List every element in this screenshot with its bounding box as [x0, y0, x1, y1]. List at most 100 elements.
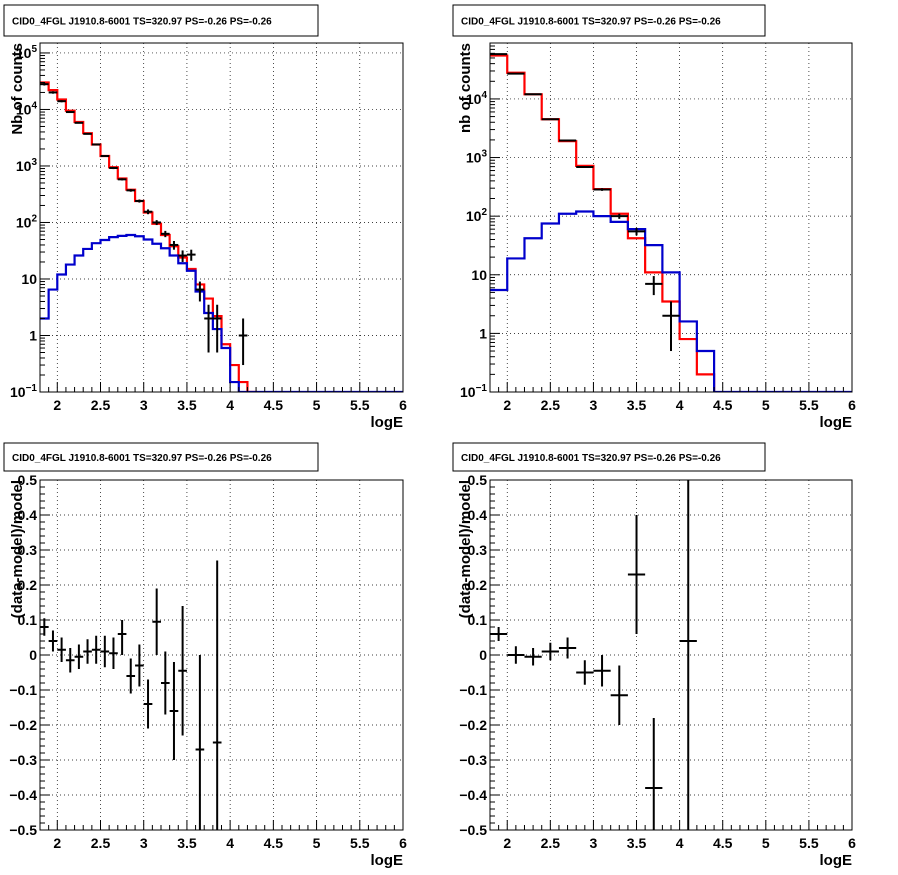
data-points — [490, 480, 697, 830]
y-axis-title: nb of counts — [457, 43, 474, 133]
data-point — [204, 304, 213, 353]
title-box — [452, 4, 766, 37]
data-point — [610, 665, 628, 725]
y-tick-label: −0.3 — [9, 752, 37, 768]
y-tick-label: 0 — [29, 647, 37, 663]
model-source-line — [40, 233, 403, 392]
data-point — [91, 635, 101, 664]
data-point — [40, 82, 49, 86]
x-axis-title: logE — [820, 852, 853, 869]
data-point — [83, 132, 92, 135]
data-point — [524, 648, 542, 666]
title-box — [3, 4, 319, 37]
data-point — [238, 318, 248, 366]
x-tick-label: 5.5 — [350, 397, 370, 413]
data-point — [161, 651, 170, 715]
data-layer — [490, 53, 852, 392]
data-point — [541, 118, 559, 121]
y-tick-label: 0.5 — [18, 472, 38, 488]
y-tick-label: 0.4 — [18, 507, 38, 523]
x-tick-label: 2.5 — [91, 397, 111, 413]
y-tick-label: −0.1 — [459, 682, 487, 698]
data-point — [109, 637, 118, 669]
ticks — [489, 479, 853, 831]
y-tick-label: 102 — [16, 213, 38, 230]
x-axis-title: logE — [371, 852, 404, 869]
y-tick-label: −0.5 — [459, 822, 487, 838]
y-tick-label: −0.4 — [9, 787, 37, 803]
x-tick-label: 6 — [399, 397, 407, 413]
data-point — [195, 655, 205, 830]
ticks — [39, 52, 404, 393]
model-source-line — [490, 210, 852, 392]
x-axis-title: logE — [371, 414, 404, 431]
x-axis-title: logE — [820, 414, 853, 431]
x-tick-label: 4 — [226, 397, 234, 413]
data-point — [126, 189, 136, 192]
y-tick-label: 0.3 — [18, 542, 38, 558]
data-point — [74, 121, 84, 124]
x-tick-label: 6 — [848, 397, 856, 413]
data-point — [195, 281, 205, 302]
data-point — [161, 230, 170, 238]
ticks — [489, 42, 853, 393]
x-tick-label: 2 — [503, 397, 511, 413]
data-point — [83, 639, 92, 664]
model-total-line — [490, 54, 716, 392]
x-tick-label: 5.5 — [799, 397, 819, 413]
y-tick-label: −0.2 — [9, 717, 37, 733]
data-point — [169, 241, 179, 250]
panel-residuals-right: CID0_4FGL J1910.8-6001 TS=320.97 PS=-0.2… — [452, 442, 856, 869]
chart-title: CID0_4FGL J1910.8-6001 TS=320.97 PS=-0.2… — [12, 17, 272, 28]
data-point — [627, 515, 646, 634]
data-point — [65, 111, 75, 114]
x-tick-label: 6 — [399, 835, 407, 851]
data-point — [100, 635, 110, 668]
data-point — [662, 301, 680, 352]
ticks — [39, 479, 404, 831]
data-point — [507, 72, 525, 75]
data-point — [135, 644, 144, 687]
data-points — [40, 82, 248, 366]
y-tick-label: 10−1 — [10, 383, 37, 400]
x-tick-label: 3.5 — [177, 397, 197, 413]
data-point — [48, 91, 58, 94]
y-tick-label: 102 — [466, 207, 488, 224]
data-point — [679, 480, 697, 830]
y-tick-label: 0.1 — [18, 612, 38, 628]
panel-counts-right: CID0_4FGL J1910.8-6001 TS=320.97 PS=-0.2… — [452, 4, 856, 431]
data-point — [490, 53, 508, 56]
data-point — [65, 648, 75, 673]
y-tick-label: 10 — [471, 267, 487, 283]
data-point — [212, 560, 222, 830]
x-tick-label: 2.5 — [541, 397, 561, 413]
x-tick-label: 6 — [848, 835, 856, 851]
data-points — [40, 560, 222, 830]
data-layer — [40, 560, 222, 830]
data-point — [178, 250, 187, 262]
data-point — [576, 660, 594, 685]
y-tick-label: 0.4 — [468, 507, 488, 523]
y-tick-label: 10−1 — [460, 383, 487, 400]
x-tick-label: 4.5 — [264, 397, 284, 413]
data-layer — [40, 81, 403, 392]
x-tick-label: 5 — [313, 835, 321, 851]
grid — [40, 43, 403, 392]
model-total-line — [40, 81, 258, 392]
data-layer — [490, 480, 697, 830]
data-point — [91, 143, 101, 146]
data-point — [645, 718, 663, 830]
x-tick-label: 5 — [762, 835, 770, 851]
chart-title: CID0_4FGL J1910.8-6001 TS=320.97 PS=-0.2… — [12, 453, 272, 464]
y-tick-label: −0.4 — [459, 787, 487, 803]
x-tick-label: 3 — [590, 835, 598, 851]
data-point — [627, 227, 646, 236]
data-point — [152, 220, 161, 226]
y-tick-label: −0.5 — [9, 822, 37, 838]
y-axis-title: (data-model)/model — [457, 480, 474, 618]
data-point — [593, 188, 611, 191]
data-point — [48, 630, 58, 652]
x-tick-label: 2.5 — [541, 835, 561, 851]
data-point — [74, 644, 84, 669]
y-tick-label: 103 — [16, 157, 38, 174]
